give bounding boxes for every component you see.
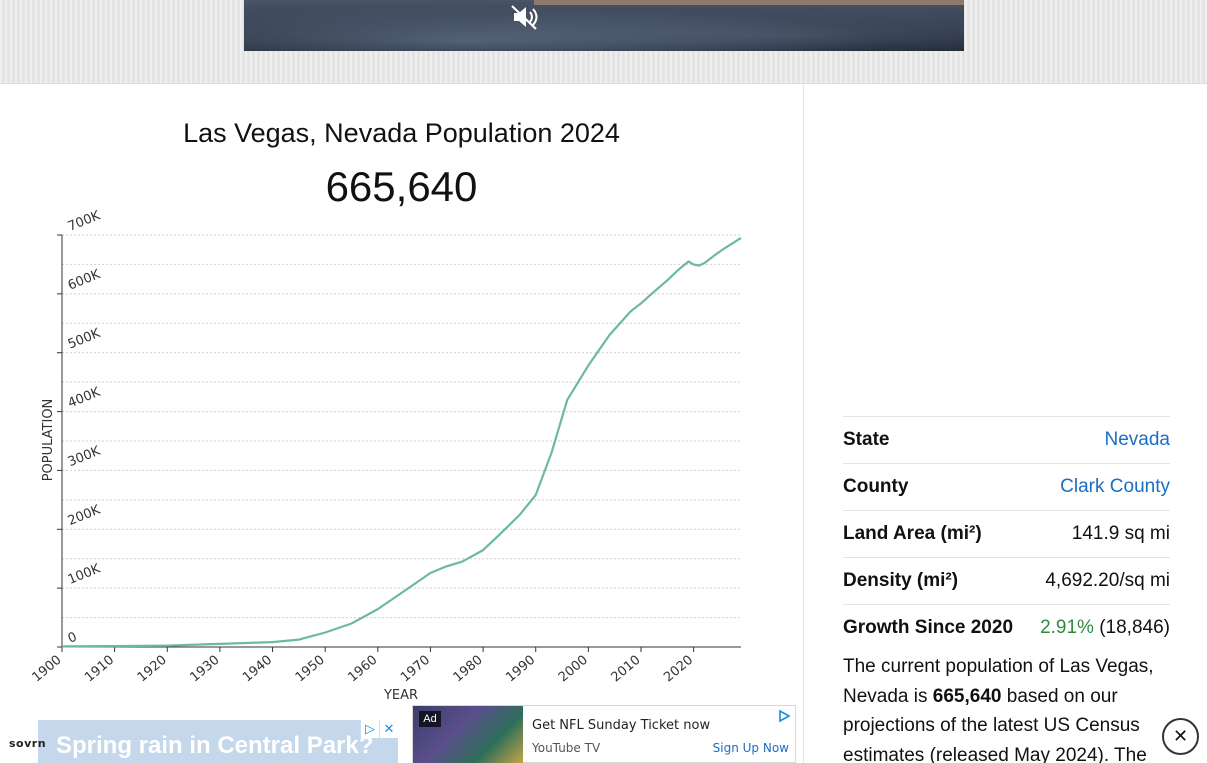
ad-cta-button[interactable]: Sign Up Now	[712, 741, 789, 755]
info-label: Growth Since 2020	[843, 617, 1014, 638]
population-line	[61, 236, 742, 648]
info-row-growth: Growth Since 2020 2.91% (18,846)	[843, 604, 1170, 651]
y-axis-label: POPULATION	[41, 399, 56, 482]
info-row-density: Density (mi²) 4,692.20/sq mi	[843, 557, 1170, 604]
city-info-table: State Nevada County Clark County Land Ar…	[843, 416, 1170, 651]
x-tick-label: 2020	[661, 653, 696, 686]
x-tick-label: 2010	[609, 653, 644, 686]
x-tick-label: 1960	[345, 653, 380, 686]
column-divider	[803, 84, 804, 763]
population-figure: 665,640	[325, 163, 478, 210]
x-tick-label: 2000	[556, 653, 591, 686]
para-text-after: based on our projections of the latest U…	[843, 685, 1147, 763]
x-tick-label: 1910	[82, 653, 117, 686]
sovrn-logo: sovrn	[9, 737, 47, 750]
y-tick-label: 600K	[66, 267, 103, 294]
x-tick-label: 1920	[135, 653, 170, 686]
x-axis-label: YEAR	[383, 688, 418, 703]
info-value: 4,692.20/sq mi	[1045, 570, 1170, 591]
ad-advertiser: YouTube TV	[532, 741, 601, 755]
speaker-muted-icon[interactable]	[508, 2, 542, 32]
y-tick-label: 0	[66, 630, 79, 647]
population-chart: 0 100K 200K 300K 400K 500K 600K 700K 1900 1910 192…	[30, 208, 742, 703]
adchoices-icon[interactable]: ▷	[360, 720, 379, 738]
ad-title: Get NFL Sunday Ticket now	[532, 718, 711, 733]
x-tick-label: 1950	[293, 653, 328, 686]
ad-badge: Ad	[419, 711, 441, 727]
info-label: County	[843, 476, 909, 497]
info-label: State	[843, 429, 890, 450]
info-value: 2.91% (18,846)	[1040, 617, 1170, 639]
video-ad[interactable]	[244, 0, 964, 51]
x-tick-label: 1980	[451, 653, 486, 686]
video-progress-fill	[534, 0, 964, 5]
y-tick-label: 100K	[66, 561, 103, 588]
video-progress-bar[interactable]	[534, 0, 964, 5]
ad-thumbnail: Ad	[413, 706, 523, 763]
close-ad-button[interactable]: ✕	[1162, 718, 1199, 755]
growth-percent: 2.91%	[1040, 617, 1094, 638]
population-description: The current population of Las Vegas, Nev…	[843, 652, 1170, 763]
y-tick-label: 300K	[66, 444, 103, 471]
chart-title: Las Vegas, Nevada Population 2024	[183, 118, 620, 148]
x-tick-label: 1940	[240, 653, 275, 686]
y-tick-label: 500K	[66, 326, 103, 353]
y-tick-label: 400K	[66, 385, 103, 412]
x-tick-label: 1970	[398, 653, 433, 686]
banner-ad[interactable]: Spring rain in Central Park? ▷ ✕	[38, 720, 398, 763]
x-tick-label: 1900	[30, 653, 65, 686]
video-sponsor-ad[interactable]: Ad Get NFL Sunday Ticket now YouTube TV …	[412, 705, 796, 763]
para-text-before: The current population of Las Vegas, Nev…	[843, 656, 1154, 707]
info-label: Land Area (mi²)	[843, 523, 982, 544]
info-value: 141.9 sq mi	[1071, 523, 1170, 544]
info-label: Density (mi²)	[843, 570, 959, 591]
info-row-county: County Clark County	[843, 463, 1170, 510]
close-icon[interactable]: ✕	[379, 720, 398, 738]
main-card	[0, 83, 1207, 763]
y-tick-label: 200K	[66, 502, 103, 529]
banner-ad-headline: Spring rain in Central Park?	[56, 732, 374, 759]
y-tick-label: 700K	[66, 208, 103, 235]
x-tick-label: 1990	[503, 653, 538, 686]
para-population: 665,640	[932, 685, 1002, 707]
adchoices-icon[interactable]	[777, 709, 791, 723]
x-tick-label: 1930	[187, 653, 222, 686]
video-frame	[244, 0, 964, 51]
county-link[interactable]: Clark County	[1060, 476, 1170, 497]
info-row-state: State Nevada	[843, 416, 1170, 463]
state-link[interactable]: Nevada	[1104, 429, 1171, 450]
info-row-land-area: Land Area (mi²) 141.9 sq mi	[843, 510, 1170, 557]
growth-count: (18,846)	[1099, 617, 1170, 638]
